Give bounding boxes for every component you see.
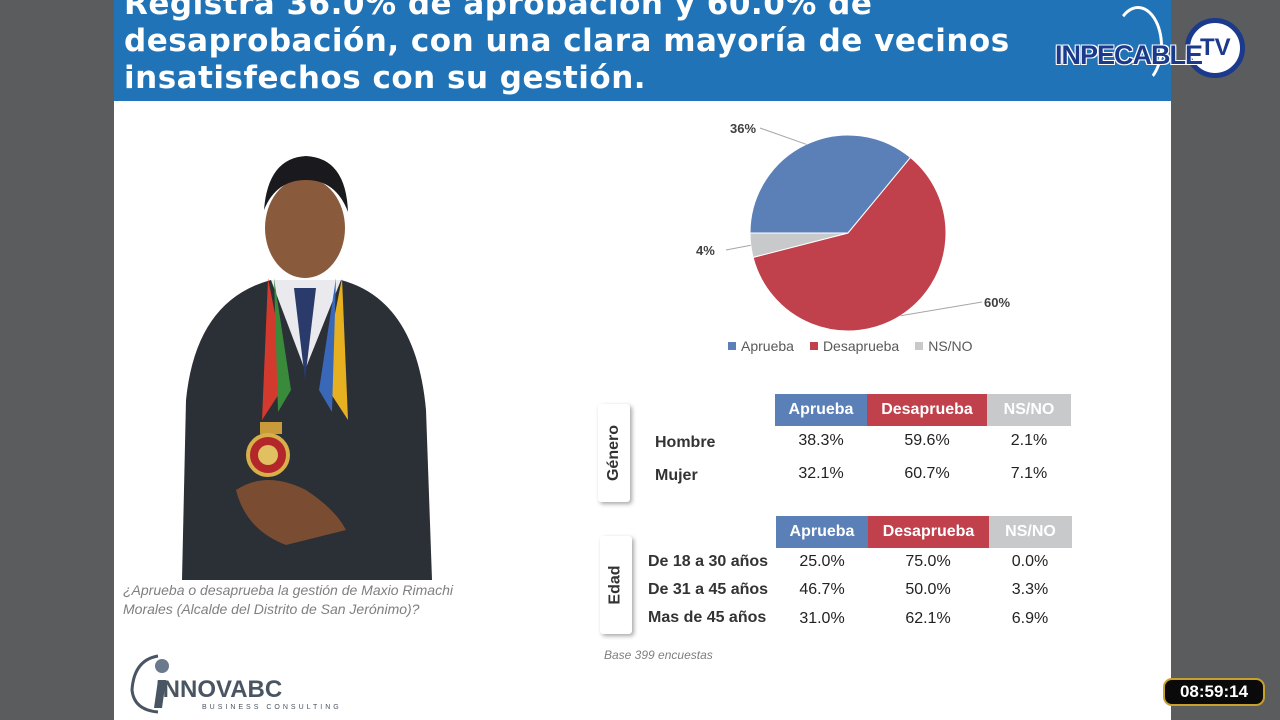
pie-leader-line [900, 301, 983, 317]
legend-item: NS/NO [915, 338, 973, 354]
channel-logo: TV INPECABLE [1055, 16, 1255, 84]
edad-cell: 50.0% [905, 581, 951, 598]
edad-cell: 6.9% [1011, 610, 1049, 627]
genero-cell: 2.1% [1010, 432, 1048, 449]
group-tab-genero: Género [598, 404, 630, 502]
group-label-genero: Género [605, 424, 623, 482]
legend-label: Desaprueba [822, 338, 900, 354]
genero-row-label: Mujer [655, 467, 698, 484]
broadcast-clock: 08:59:14 [1163, 678, 1265, 706]
pie-data-label: 36% [730, 121, 756, 136]
slide-title: Registra 36.0% de aprobación y 60.0% de … [124, 0, 1010, 96]
survey-question: ¿Aprueba o desaprueba la gestión de Maxi… [123, 582, 453, 617]
legend-label: Aprueba [741, 338, 794, 354]
brand-name: INPECABLE [1055, 40, 1203, 70]
title-banner: Registra 36.0% de aprobación y 60.0% de … [114, 0, 1171, 101]
legend-swatch [809, 342, 818, 350]
genero-header-aprueba: Aprueba [775, 394, 867, 426]
genero-header-nsno: NS/NO [987, 394, 1071, 426]
edad-cell: 75.0% [905, 553, 951, 570]
tv-circle-icon: TV [1185, 18, 1245, 78]
edad-cell: 31.0% [799, 610, 845, 627]
legend-label: NS/NO [928, 338, 973, 354]
genero-cell: 38.3% [798, 432, 844, 449]
edad-row-label: De 31 a 45 años [648, 581, 769, 598]
edad-header-desaprueba: Desaprueba [868, 516, 989, 548]
genero-cell: 59.6% [904, 432, 950, 449]
legend-item: Desaprueba [809, 338, 900, 354]
edad-cell: 25.0% [799, 553, 845, 570]
edad-header-nsno: NS/NO [989, 516, 1072, 548]
genero-cell: 60.7% [904, 465, 950, 482]
logo-subtitle: BUSINESS CONSULTING [202, 704, 342, 711]
logo-name: INNOVABC [156, 676, 283, 703]
edad-row-label: Mas de 45 años [648, 609, 767, 626]
innovabc-logo: INNOVABC BUSINESS CONSULTING [120, 646, 350, 716]
edad-cell: 0.0% [1011, 553, 1049, 570]
edad-cell: 62.1% [905, 610, 951, 627]
group-tab-edad: Edad [600, 536, 632, 634]
pie-slice-aprueba [749, 134, 912, 234]
brand-swoosh-icon [1113, 6, 1163, 86]
base-note: Base 399 encuestas [604, 648, 713, 662]
brand-tv-label: TV [1200, 34, 1231, 61]
edad-cell: 3.3% [1011, 581, 1049, 598]
mayor-photo [182, 156, 432, 580]
logo-i-icon [130, 654, 169, 714]
edad-row-label: De 18 a 30 años [648, 553, 769, 570]
approval-pie-chart: 36% 60% 4% [696, 121, 1010, 332]
legend-swatch [915, 342, 924, 350]
edad-cell: 46.7% [799, 581, 845, 598]
genero-cell: 7.1% [1010, 465, 1048, 482]
genero-row-label: Hombre [655, 434, 716, 451]
pie-legend: Aprueba Desaprueba NS/NO [728, 338, 973, 354]
genero-header-desaprueba: Desaprueba [867, 394, 987, 426]
legend-item: Aprueba [728, 338, 794, 354]
pie-data-label: 4% [696, 243, 715, 258]
pie-leader-line [725, 244, 751, 251]
edad-header-aprueba: Aprueba [776, 516, 868, 548]
genero-cell: 32.1% [798, 465, 844, 482]
legend-swatch [728, 342, 736, 350]
pie-slice-desaprueba [752, 156, 947, 332]
group-label-edad: Edad [607, 565, 624, 605]
pie-data-label: 60% [984, 295, 1010, 310]
pie-leader-line [759, 127, 807, 145]
